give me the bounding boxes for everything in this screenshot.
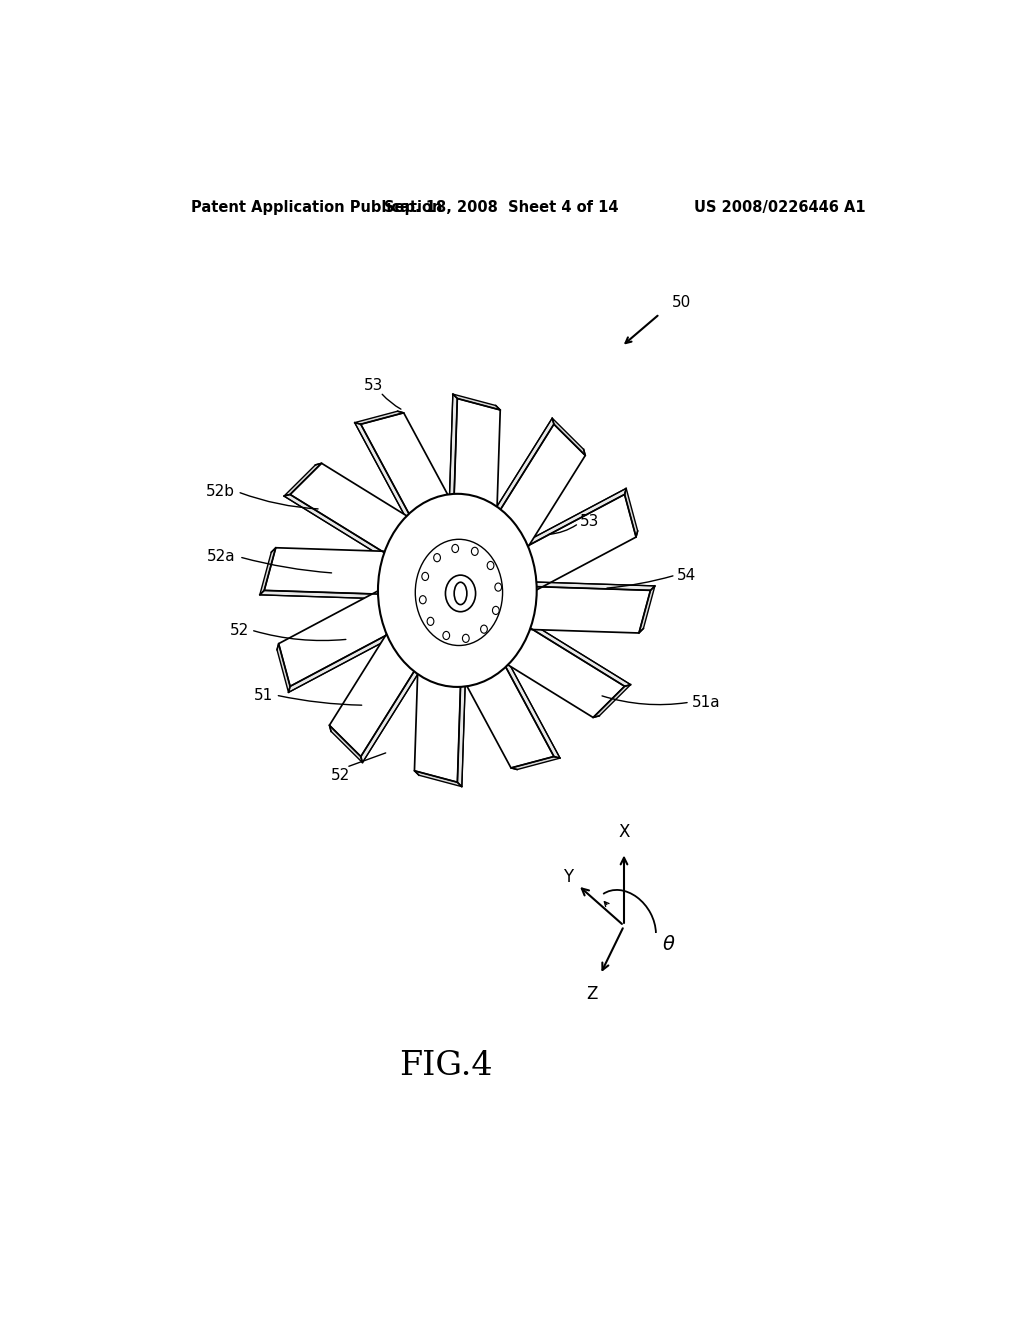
Polygon shape <box>521 620 631 686</box>
Polygon shape <box>454 649 554 768</box>
Polygon shape <box>360 653 427 763</box>
Text: 52b: 52b <box>206 484 236 499</box>
Polygon shape <box>458 661 466 787</box>
Polygon shape <box>279 586 398 686</box>
Ellipse shape <box>487 561 494 569</box>
Text: 50: 50 <box>672 296 691 310</box>
Polygon shape <box>497 649 560 758</box>
Polygon shape <box>517 488 627 552</box>
Polygon shape <box>487 418 554 528</box>
Polygon shape <box>284 463 322 496</box>
Ellipse shape <box>420 595 426 603</box>
Polygon shape <box>489 622 625 718</box>
Ellipse shape <box>452 544 459 553</box>
Ellipse shape <box>495 583 502 591</box>
Text: X: X <box>618 824 630 841</box>
Polygon shape <box>625 488 638 537</box>
Polygon shape <box>330 622 425 756</box>
Text: 53: 53 <box>365 378 384 392</box>
Text: 53: 53 <box>581 513 600 529</box>
Polygon shape <box>278 644 290 693</box>
Text: Patent Application Publication: Patent Application Publication <box>191 199 443 215</box>
Polygon shape <box>290 463 425 558</box>
Polygon shape <box>415 771 462 787</box>
Polygon shape <box>454 399 501 532</box>
Polygon shape <box>260 590 386 599</box>
Ellipse shape <box>427 618 434 626</box>
Text: US 2008/0226446 A1: US 2008/0226446 A1 <box>694 199 866 215</box>
Ellipse shape <box>434 553 440 562</box>
Ellipse shape <box>422 573 429 581</box>
Ellipse shape <box>463 635 469 643</box>
Text: Sep. 18, 2008  Sheet 4 of 14: Sep. 18, 2008 Sheet 4 of 14 <box>384 199 618 215</box>
Polygon shape <box>354 412 403 424</box>
Polygon shape <box>517 495 636 594</box>
Ellipse shape <box>378 494 537 686</box>
Text: $\theta$: $\theta$ <box>663 935 676 953</box>
Polygon shape <box>593 685 631 718</box>
Ellipse shape <box>493 606 500 615</box>
Text: Y: Y <box>563 869 573 886</box>
Ellipse shape <box>480 626 487 634</box>
Polygon shape <box>284 495 394 560</box>
Polygon shape <box>552 418 586 455</box>
Polygon shape <box>415 649 462 783</box>
Text: Z: Z <box>587 985 598 1003</box>
Polygon shape <box>260 548 275 595</box>
Polygon shape <box>264 548 398 594</box>
Polygon shape <box>330 725 362 763</box>
Polygon shape <box>449 395 458 520</box>
Text: 54: 54 <box>677 568 696 582</box>
Ellipse shape <box>445 576 475 611</box>
Text: 52a: 52a <box>207 549 236 565</box>
Ellipse shape <box>442 631 450 640</box>
Polygon shape <box>511 756 560 770</box>
Polygon shape <box>489 424 586 558</box>
Text: 51a: 51a <box>691 694 720 710</box>
Polygon shape <box>354 422 419 532</box>
Polygon shape <box>289 630 398 693</box>
Ellipse shape <box>455 582 467 605</box>
Polygon shape <box>360 413 462 532</box>
Polygon shape <box>528 582 655 590</box>
Polygon shape <box>517 586 650 634</box>
Polygon shape <box>639 586 655 634</box>
Text: 52: 52 <box>229 623 249 638</box>
Text: FIG.4: FIG.4 <box>398 1049 493 1082</box>
Text: 51: 51 <box>254 688 273 702</box>
Ellipse shape <box>471 548 478 556</box>
Text: 52: 52 <box>331 768 350 783</box>
Polygon shape <box>453 395 501 411</box>
